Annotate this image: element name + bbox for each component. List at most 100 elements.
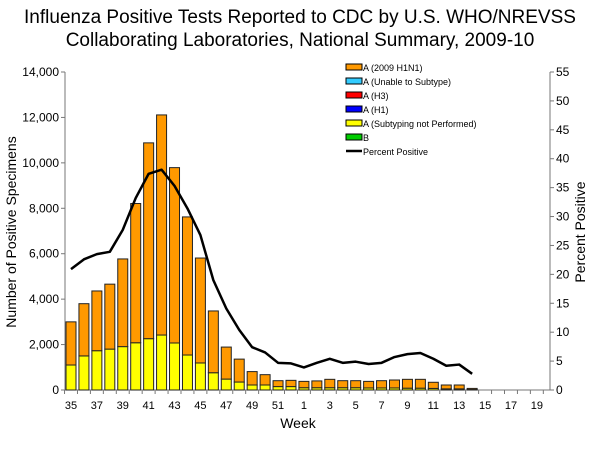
y-tick-label: 0 xyxy=(52,383,59,397)
x-tick-label: 5 xyxy=(353,400,359,412)
chart-title: Influenza Positive Tests Reported to CDC… xyxy=(0,6,600,52)
x-tick-label: 43 xyxy=(168,400,180,412)
bar-a-subtyping-not-performed--wk36 xyxy=(78,355,90,391)
x-tick-label: 19 xyxy=(531,400,543,412)
bar-a-subtyping-not-performed--wk44 xyxy=(181,354,193,391)
y-tick-label: 14,000 xyxy=(22,65,59,79)
bar-a-subtyping-not-performed--wk45 xyxy=(194,362,206,391)
y2-tick-label: 25 xyxy=(556,238,570,252)
legend-swatch xyxy=(345,77,363,85)
y-tick-label: 4,000 xyxy=(29,292,59,306)
chart-title-line-2: Collaborating Laboratories, National Sum… xyxy=(65,30,535,51)
x-tick-label: 7 xyxy=(378,400,384,412)
x-tick-label: 45 xyxy=(194,400,206,412)
bar-a-2009-h1n1--wk41 xyxy=(143,142,155,340)
x-tick-label: 15 xyxy=(479,400,491,412)
x-tick-label: 41 xyxy=(143,400,155,412)
x-tick-label: 37 xyxy=(91,400,103,412)
bar-a-2009-h1n1--wk39 xyxy=(117,258,129,348)
x-tick-label: 1 xyxy=(301,400,307,412)
legend-label: A (H1) xyxy=(363,105,389,115)
y2-tick-label: 45 xyxy=(556,123,570,137)
x-tick-label: 39 xyxy=(117,400,129,412)
bar-a-2009-h1n1--wk43 xyxy=(169,167,181,344)
bar-a-2009-h1n1--wk37 xyxy=(91,290,103,352)
legend-label: Percent Positive xyxy=(363,147,428,157)
bar-a-2009-h1n1--wk44 xyxy=(181,216,193,356)
legend-swatch xyxy=(345,133,363,141)
y2-tick-label: 15 xyxy=(556,296,570,310)
y2-tick-label: 30 xyxy=(556,210,570,224)
bar-a-subtyping-not-performed--wk38 xyxy=(104,348,116,391)
bar-a-2009-h1n1--wk2 xyxy=(311,380,323,389)
bar-a-subtyping-not-performed--wk47 xyxy=(220,378,232,391)
x-tick-label: 3 xyxy=(327,400,333,412)
legend-label: A (2009 H1N1) xyxy=(363,63,423,73)
bar-a-2009-h1n1--wk6 xyxy=(363,380,375,389)
y-tick-label: 6,000 xyxy=(29,247,59,261)
x-tick-label: 35 xyxy=(65,400,77,412)
y-tick-label: 2,000 xyxy=(29,338,59,352)
bar-a-subtyping-not-performed--wk52 xyxy=(285,386,297,391)
bar-a-2009-h1n1--wk9 xyxy=(401,378,413,389)
legend-swatch xyxy=(345,91,363,99)
bar-a-2009-h1n1--wk10 xyxy=(414,378,426,389)
bar-a-2009-h1n1--wk51 xyxy=(272,380,284,388)
bar-a-2009-h1n1--wk11 xyxy=(427,381,439,389)
bar-a-2009-h1n1--wk35 xyxy=(65,321,77,366)
bar-a-subtyping-not-performed--wk43 xyxy=(169,342,181,391)
legend-swatch xyxy=(345,105,363,113)
x-tick-label: 11 xyxy=(428,400,439,412)
legend-label: B xyxy=(363,133,369,143)
bar-a-2009-h1n1--wk1 xyxy=(298,380,310,389)
y2-tick-label: 0 xyxy=(556,383,563,397)
bar-a-2009-h1n1--wk14 xyxy=(466,387,478,391)
bar-a-2009-h1n1--wk7 xyxy=(376,380,388,389)
x-tick-label: 51 xyxy=(272,400,284,412)
y-tick-label: 8,000 xyxy=(29,201,59,215)
legend-label: A (Unable to Subtype) xyxy=(363,77,451,87)
x-tick-label: 9 xyxy=(404,400,410,412)
bar-a-2009-h1n1--wk8 xyxy=(389,379,400,389)
percent-positive-line xyxy=(70,168,473,375)
bar-a-subtyping-not-performed--wk51 xyxy=(272,386,284,391)
y-axis-title: Number of Positive Specimens xyxy=(3,136,19,327)
x-tick-label: 47 xyxy=(220,400,232,412)
bar-a-2009-h1n1--wk3 xyxy=(324,378,336,389)
x-tick-label: 49 xyxy=(246,400,258,412)
bar-a-2009-h1n1--wk45 xyxy=(194,257,206,364)
legend-label: A (Subtyping not Performed) xyxy=(363,119,477,129)
bar-a-2009-h1n1--wk48 xyxy=(233,358,245,383)
y2-tick-label: 55 xyxy=(556,65,570,79)
bar-a-subtyping-not-performed--wk42 xyxy=(156,334,168,391)
bar-a-2009-h1n1--wk47 xyxy=(220,346,232,380)
bar-a-2009-h1n1--wk52 xyxy=(285,379,297,388)
y2-tick-label: 40 xyxy=(556,152,570,166)
bar-a-subtyping-not-performed--wk40 xyxy=(130,342,142,391)
y2-axis-title: Percent Positive xyxy=(572,181,588,282)
y2-tick-label: 20 xyxy=(556,267,570,281)
bar-a-2009-h1n1--wk12 xyxy=(440,384,452,390)
bar-a-subtyping-not-performed--wk37 xyxy=(91,350,103,391)
bar-a-2009-h1n1--wk5 xyxy=(350,380,362,389)
legend-label: A (H3) xyxy=(363,91,389,101)
x-tick-label: 17 xyxy=(505,400,517,412)
bar-a-subtyping-not-performed--wk50 xyxy=(259,384,271,391)
bar-a-subtyping-not-performed--wk46 xyxy=(207,372,219,391)
y2-tick-label: 35 xyxy=(556,181,570,195)
bar-a-2009-h1n1--wk50 xyxy=(259,374,271,386)
bar-a-2009-h1n1--wk46 xyxy=(207,310,219,374)
bar-a-2009-h1n1--wk42 xyxy=(156,114,168,336)
y-tick-label: 12,000 xyxy=(22,110,59,124)
bar-a-subtyping-not-performed--wk39 xyxy=(117,346,129,391)
bar-a-subtyping-not-performed--wk49 xyxy=(246,384,258,391)
y2-tick-label: 10 xyxy=(556,325,570,339)
bar-a-2009-h1n1--wk49 xyxy=(246,371,258,386)
bar-a-2009-h1n1--wk4 xyxy=(337,380,349,389)
x-axis-title: Week xyxy=(280,415,317,431)
chart-title-line-1: Influenza Positive Tests Reported to CDC… xyxy=(24,7,576,28)
x-tick-label: 13 xyxy=(453,400,465,412)
y2-tick-label: 5 xyxy=(556,354,563,368)
